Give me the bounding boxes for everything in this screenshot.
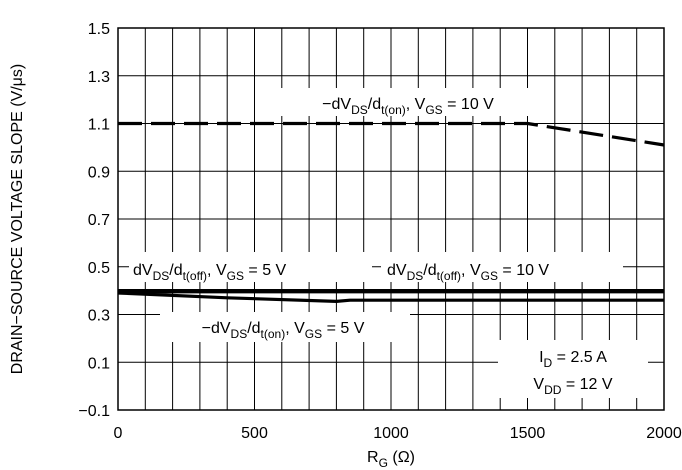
condition-supply-voltage: VDD = 12 V xyxy=(533,376,612,397)
subscript: t(off) xyxy=(437,269,461,283)
y-tick-label: 0.5 xyxy=(88,260,110,277)
x-title-main: R xyxy=(367,449,379,466)
subscript: DS xyxy=(231,327,248,341)
y-tick-label: 0.7 xyxy=(88,212,110,229)
x-tick-label: 2000 xyxy=(646,425,682,442)
series-lines xyxy=(117,121,665,303)
subscript: GS xyxy=(227,269,244,283)
text-run: dV xyxy=(387,262,407,279)
series-label-2: dVDS/dt(off), VGS = 5 V xyxy=(133,262,287,283)
text-run: V xyxy=(533,376,544,393)
plot-frame xyxy=(117,27,665,411)
series-line-4 xyxy=(117,291,664,303)
text-run: = 5 V xyxy=(322,320,365,337)
x-title-unit: (Ω) xyxy=(388,449,415,466)
text-run: = 2.5 A xyxy=(552,349,607,366)
subscript: DS xyxy=(153,269,170,283)
x-tick-label: 1500 xyxy=(510,425,546,442)
x-title-subscript: G xyxy=(379,456,388,470)
text-run: I xyxy=(539,349,543,366)
y-tick-label: 1.1 xyxy=(88,117,110,134)
x-axis-title: RG (Ω) xyxy=(367,449,415,470)
conditions-background xyxy=(498,340,648,398)
subscript: GS xyxy=(481,269,498,283)
series-line-1 xyxy=(118,121,665,147)
text-run: = 10 V xyxy=(443,96,494,113)
text-run: = 5 V xyxy=(244,262,287,279)
y-tick-label: 0.1 xyxy=(88,355,110,372)
text-run: /d xyxy=(368,96,381,113)
text-run: = 10 V xyxy=(498,262,549,279)
y-tick-label: 0.3 xyxy=(88,308,110,325)
y-axis-title: DRAIN−SOURCE VOLTAGE SLOPE (V/μs) xyxy=(9,64,26,374)
y-tick-label: 0.9 xyxy=(88,164,110,181)
subscript: DS xyxy=(351,103,368,117)
text-run: , V xyxy=(406,96,426,113)
series-label-4: −dVDS/dt(on), VGS = 5 V xyxy=(202,320,365,341)
text-run: , V xyxy=(285,320,305,337)
text-run: −dV xyxy=(322,96,351,113)
text-run: /d xyxy=(247,320,260,337)
series-label-background xyxy=(129,252,372,282)
y-tick-labels: −0.1 0.1 0.3 0.5 0.7 0.9 1.1 1.3 1.5 xyxy=(78,21,110,420)
x-tick-label: 1000 xyxy=(373,425,409,442)
series-label-background xyxy=(381,252,623,282)
y-tick-label: 1.5 xyxy=(88,21,110,38)
text-run: /d xyxy=(169,262,182,279)
text-run: , V xyxy=(207,262,227,279)
x-tick-label: 500 xyxy=(241,425,268,442)
subscript: DD xyxy=(544,383,562,397)
subscript: D xyxy=(544,356,553,370)
text-run: −dV xyxy=(202,320,231,337)
series-label-background xyxy=(280,88,536,116)
series-label-1: −dVDS/dt(on), VGS = 10 V xyxy=(322,96,494,117)
text-run: , V xyxy=(461,262,481,279)
y-tick-label: 1.3 xyxy=(88,69,110,86)
subscript: DS xyxy=(407,269,424,283)
x-tick-labels: 0 500 1000 1500 2000 xyxy=(114,425,682,442)
subscript: t(on) xyxy=(261,327,286,341)
test-conditions: ID = 2.5 A VDD = 12 V xyxy=(498,340,648,398)
series-label-background xyxy=(160,312,410,342)
series-label-3: dVDS/dt(off), VGS = 10 V xyxy=(387,262,549,283)
subscript: GS xyxy=(305,327,322,341)
text-run: /d xyxy=(423,262,436,279)
subscript: GS xyxy=(425,103,442,117)
x-tick-label: 0 xyxy=(114,425,123,442)
text-run: dV xyxy=(133,262,153,279)
y-tick-label: −0.1 xyxy=(78,403,110,420)
text-run: = 12 V xyxy=(561,376,612,393)
condition-drain-current: ID = 2.5 A xyxy=(539,349,607,370)
subscript: t(off) xyxy=(183,269,207,283)
subscript: t(on) xyxy=(381,103,406,117)
